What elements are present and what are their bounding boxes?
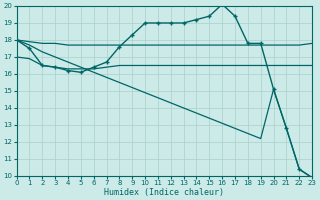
X-axis label: Humidex (Indice chaleur): Humidex (Indice chaleur) bbox=[104, 188, 224, 197]
